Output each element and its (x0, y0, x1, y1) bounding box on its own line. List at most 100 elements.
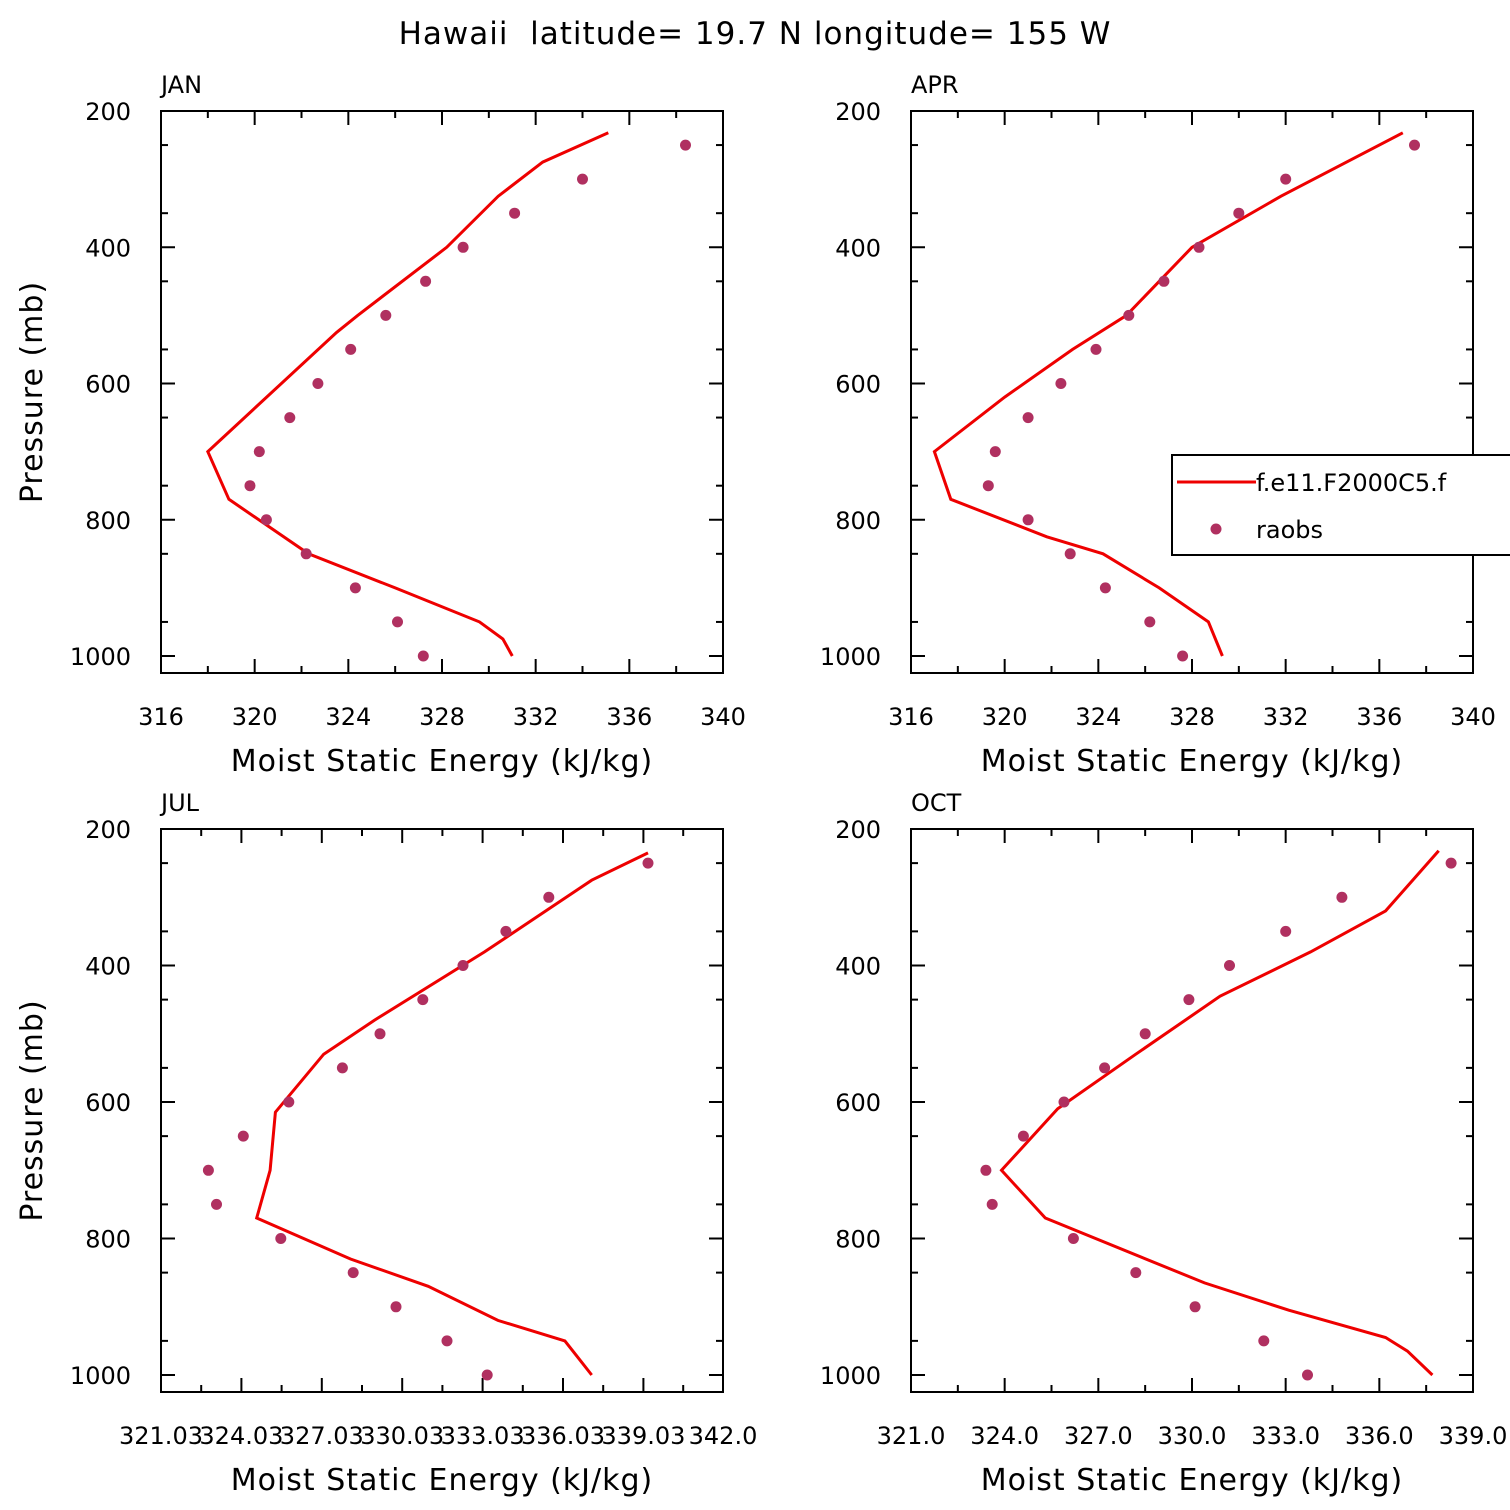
oct-panel-label: OCT (911, 789, 962, 817)
jul-y-axis-label: Pressure (mb) (15, 999, 50, 1221)
oct-y-tick-label: 400 (835, 953, 881, 981)
panels: JAN 200 400 600 800 1000 316 320 324 328 332 336 340… (15, 71, 1507, 1498)
apr-obs-point (989, 446, 1001, 458)
oct-x-tick-label: 324.0 (970, 1422, 1039, 1450)
jan-x-tick-label: 324 (325, 703, 371, 731)
apr-x-tick-label: 336 (1356, 703, 1402, 731)
apr-obs-point (1233, 207, 1245, 219)
jul-x-tick-label: 327.03 (280, 1422, 364, 1450)
legend-model-label: f.e11.F2000C5.f (1256, 469, 1447, 497)
oct-obs-point (1258, 1335, 1270, 1347)
panel-jul: JUL 200 400 600 800 1000 321.03324.03327.03330… (15, 789, 757, 1498)
jul-obs-point (543, 891, 555, 903)
apr-obs-point (1022, 514, 1034, 526)
jul-obs-point (500, 925, 512, 937)
oct-obs-point (1445, 857, 1457, 869)
oct-obs-point (1058, 1096, 1070, 1108)
jan-obs-point (392, 616, 403, 628)
apr-obs-point (1055, 378, 1067, 389)
apr-plot-frame (910, 110, 1474, 674)
apr-obs-point (1177, 650, 1189, 662)
jul-x-tick-label: 336.03 (521, 1422, 605, 1450)
jan-y-tick-label: 1000 (70, 643, 131, 671)
jul-obs-point (275, 1233, 287, 1244)
jul-x-tick-label: 330.03 (360, 1422, 444, 1450)
jan-obs-point (300, 548, 312, 560)
jan-x-tick-label: 332 (513, 703, 559, 731)
apr-x-tick-label: 320 (982, 703, 1028, 731)
apr-obs-point (982, 480, 994, 492)
oct-obs-point (1067, 1233, 1079, 1244)
jul-obs-point (211, 1198, 222, 1210)
jan-obs-point (312, 378, 324, 389)
jan-obs-point (284, 412, 296, 424)
jul-obs-point (390, 1301, 402, 1313)
jul-obs-point (336, 1062, 348, 1074)
apr-x-tick-label: 328 (1169, 703, 1215, 731)
oct-x-axis-label: Moist Static Energy (kJ/kg) (981, 1463, 1404, 1498)
apr-obs-point (1193, 241, 1205, 253)
jul-x-tick-label: 321.03 (119, 1422, 203, 1450)
oct-x-tick-label: 330.0 (1158, 1422, 1227, 1450)
jan-obs-point (417, 650, 429, 662)
jul-obs-point (374, 1028, 386, 1040)
jan-obs-point (260, 514, 272, 526)
jul-x-tick-label: 333.03 (441, 1422, 525, 1450)
jul-obs-point (347, 1267, 359, 1279)
apr-x-axis-label: Moist Static Energy (kJ/kg) (981, 744, 1404, 779)
jan-y-axis-label: Pressure (mb) (15, 281, 50, 503)
jan-obs-point (509, 207, 521, 219)
jan-x-tick-label: 340 (700, 703, 746, 731)
jul-x-tick-label: 342.0 (689, 1422, 758, 1450)
jul-obs-point (237, 1130, 249, 1142)
jan-y-tick-label: 400 (85, 234, 131, 262)
jan-x-tick-label: 320 (232, 703, 278, 731)
jan-obs-point (253, 446, 265, 458)
jul-obs-point (481, 1369, 493, 1381)
jul-y-tick-label: 1000 (70, 1362, 131, 1390)
oct-obs-point (1183, 994, 1195, 1006)
jul-y-tick-label: 200 (85, 816, 131, 844)
jan-obs-point (420, 275, 432, 287)
jul-x-tick-label: 324.03 (199, 1422, 283, 1450)
legend-obs-label: raobs (1256, 516, 1323, 544)
jul-model-line (254, 851, 649, 1376)
legend-obs-swatch (1210, 523, 1222, 535)
jul-y-tick-label: 800 (85, 1226, 131, 1254)
apr-y-tick-label: 600 (835, 371, 881, 399)
oct-x-tick-label: 336.0 (1345, 1422, 1414, 1450)
apr-obs-point (1280, 173, 1292, 185)
legend: f.e11.F2000C5.f raobs (1171, 454, 1510, 556)
oct-obs-point (1224, 960, 1235, 971)
jan-x-axis-label: Moist Static Energy (kJ/kg) (231, 744, 654, 779)
oct-obs-point (1139, 1028, 1151, 1040)
apr-obs-point (1064, 548, 1076, 560)
apr-obs-point (1123, 309, 1135, 321)
jan-model-line (205, 131, 609, 657)
jul-y-tick-label: 400 (85, 953, 131, 981)
oct-obs-point (1017, 1130, 1029, 1142)
jan-obs-point (345, 343, 357, 355)
oct-obs-point (1130, 1267, 1142, 1279)
jul-obs-point (457, 960, 469, 971)
jan-y-tick-label: 200 (85, 98, 131, 126)
jan-obs-point (457, 241, 469, 253)
jul-x-tick-label: 339.03 (601, 1422, 685, 1450)
apr-y-tick-label: 200 (835, 98, 881, 126)
jul-obs-point (283, 1096, 295, 1108)
jul-obs-point (417, 994, 429, 1006)
jul-panel-label: JUL (159, 789, 200, 817)
oct-x-tick-label: 339.0 (1439, 1422, 1508, 1450)
jul-y-tick-label: 600 (85, 1089, 131, 1117)
jan-obs-point (680, 139, 691, 151)
legend-box (1171, 454, 1510, 556)
oct-obs-point (986, 1198, 998, 1210)
apr-x-tick-label: 316 (888, 703, 934, 731)
apr-obs-point (1158, 275, 1170, 287)
apr-obs-point (1409, 139, 1420, 151)
jan-obs-point (577, 173, 588, 185)
panel-jan: JAN 200 400 600 800 1000 316 320 324 328 332 336 340… (15, 71, 746, 779)
apr-x-tick-label: 324 (1075, 703, 1121, 731)
jan-x-tick-label: 328 (419, 703, 465, 731)
